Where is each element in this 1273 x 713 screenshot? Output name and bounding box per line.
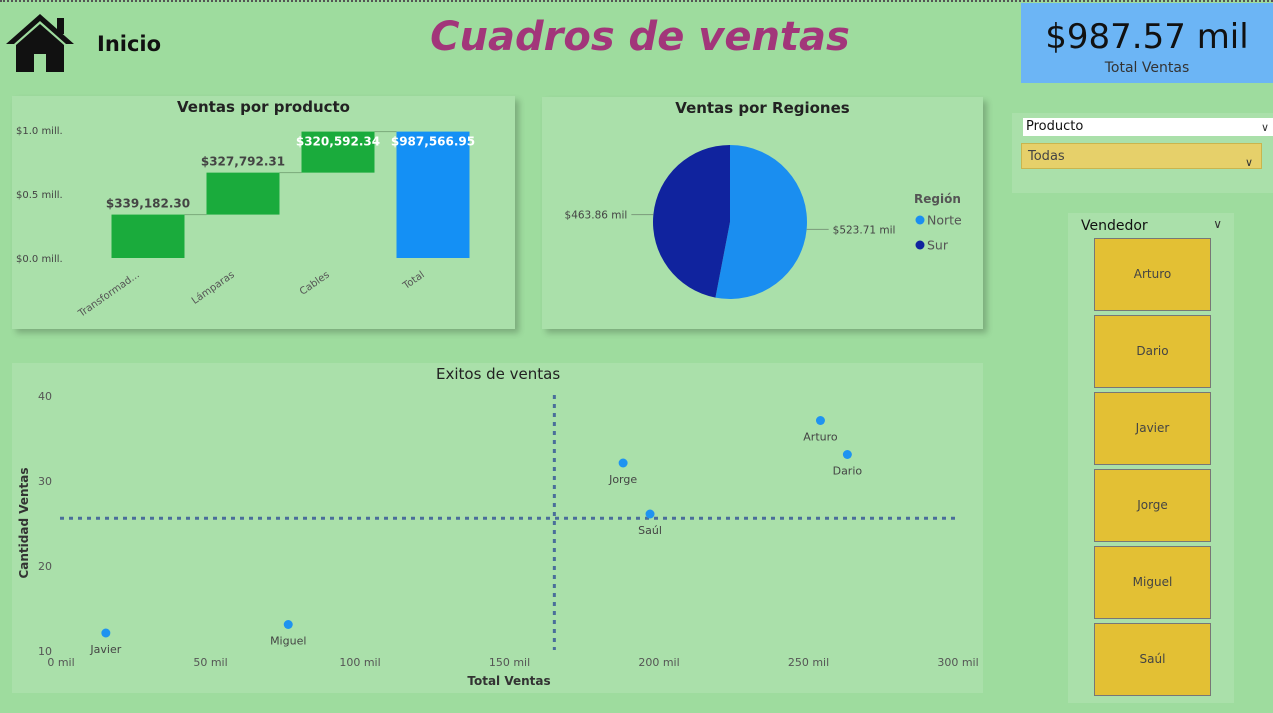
x-tick-label: Transformad...: [76, 269, 142, 320]
waterfall-bar: [206, 172, 280, 215]
sales-success-card: Exitos de ventas 10 20 30 40 0 mil 50 mil 100 …: [12, 363, 983, 693]
slice-label: $523.71 mil: [833, 224, 896, 236]
product-dropdown[interactable]: Todas ∨: [1021, 143, 1262, 169]
data-label: $339,182.30: [106, 197, 190, 211]
data-label: $320,592.34: [296, 135, 380, 149]
y-tick-label: $0.0 mill.: [16, 254, 63, 265]
vendor-button-saul[interactable]: Saúl: [1094, 623, 1211, 696]
home-label[interactable]: Inicio: [97, 32, 162, 56]
product-chart-title: Ventas por producto: [177, 98, 350, 116]
scatter-point: [815, 416, 825, 425]
slice-label: $463.86 mil: [565, 210, 628, 222]
legend-marker: [915, 215, 925, 225]
waterfall-bar: [396, 131, 470, 258]
scatter-point: [618, 458, 628, 468]
y-tick-label: 20: [38, 560, 52, 573]
point-label: Saúl: [638, 524, 662, 537]
point-label: Jorge: [608, 473, 637, 486]
scatter-point: [101, 628, 111, 638]
top-border: [0, 0, 1273, 2]
product-slicer: Producto ∨ Todas ∨: [1012, 113, 1273, 193]
scatter-point: [283, 620, 293, 629]
y-tick-label: 30: [38, 475, 52, 488]
pie-slice: [715, 145, 807, 299]
point-label: Arturo: [803, 431, 838, 444]
waterfall-bar: [301, 131, 375, 173]
y-tick-label: $0.5 mill.: [16, 190, 63, 201]
data-label: $987,566.95: [391, 135, 475, 149]
x-tick-label: 100 mil: [339, 656, 380, 669]
y-tick-label: 40: [38, 390, 52, 403]
x-tick-label: 150 mil: [489, 656, 530, 669]
chevron-down-icon[interactable]: ∨: [1244, 156, 1253, 169]
pie-chart: $523.71 mil $463.86 mil Región Norte Sur: [565, 145, 962, 299]
vendor-button-arturo[interactable]: Arturo: [1094, 238, 1211, 311]
waterfall-chart: $0.0 mill. $0.5 mill. $1.0 mill. $339,182.3…: [16, 126, 475, 320]
point-label: Javier: [89, 643, 121, 656]
region-sales-card: Ventas por Regiones $523.71 mil $463.86 m…: [542, 97, 983, 329]
y-tick-label: $1.0 mill.: [16, 126, 63, 137]
point-label: Dario: [833, 465, 863, 478]
scatter-chart-title: Exitos de ventas: [436, 365, 561, 383]
vendor-button-javier[interactable]: Javier: [1094, 392, 1211, 465]
x-tick-label: 300 mil: [937, 656, 978, 669]
legend-marker: [915, 240, 925, 250]
x-tick-label: 50 mil: [193, 656, 227, 669]
x-tick-label: 200 mil: [638, 656, 679, 669]
vendor-slicer-label: Vendedor: [1081, 218, 1148, 234]
product-slicer-header[interactable]: Producto ∨: [1023, 118, 1273, 136]
x-tick-label: 250 mil: [788, 656, 829, 669]
x-tick-label: 0 mil: [47, 656, 74, 669]
vendor-button-miguel[interactable]: Miguel: [1094, 546, 1211, 619]
total-sales-card: $987.57 mil Total Ventas: [1021, 3, 1273, 83]
scatter-point: [645, 509, 655, 519]
y-axis-title: Cantidad Ventas: [17, 467, 31, 578]
product-slicer-label: Producto: [1026, 119, 1084, 134]
x-tick-label: Cables: [298, 269, 332, 297]
legend-item: Norte: [927, 213, 962, 228]
vendor-slicer: Vendedor ∨ Arturo Dario Javier Jorge Mig…: [1068, 213, 1234, 703]
product-sales-card: Ventas por producto $0.0 mill. $0.5 mill.…: [12, 96, 515, 329]
y-tick-label: 10: [38, 645, 52, 658]
data-label: $327,792.31: [201, 155, 285, 169]
region-chart-title: Ventas por Regiones: [675, 99, 850, 117]
legend-title: Región: [914, 192, 961, 206]
scatter-point: [842, 450, 852, 459]
vendor-button-dario[interactable]: Dario: [1094, 315, 1211, 388]
legend-item: Sur: [927, 238, 949, 253]
product-dropdown-value: Todas: [1028, 149, 1065, 164]
waterfall-bar: [111, 214, 185, 258]
x-axis-title: Total Ventas: [467, 674, 550, 688]
vendor-button-jorge[interactable]: Jorge: [1094, 469, 1211, 542]
scatter-chart: 10 20 30 40 0 mil 50 mil 100 mil 150 mil 200 mil…: [17, 390, 979, 688]
total-sales-label: Total Ventas: [1104, 60, 1190, 76]
pie-slice: [652, 145, 730, 298]
chevron-down-icon[interactable]: ∨: [1260, 121, 1269, 134]
x-tick-label: Total: [400, 269, 426, 292]
point-label: Miguel: [270, 635, 306, 648]
page-title: Cuadros de ventas: [430, 14, 850, 60]
chevron-down-icon[interactable]: ∨: [1213, 217, 1222, 231]
x-tick-label: Lámparas: [189, 269, 236, 307]
home-icon[interactable]: [4, 12, 76, 74]
total-sales-value: $987.57 mil: [1045, 17, 1249, 57]
